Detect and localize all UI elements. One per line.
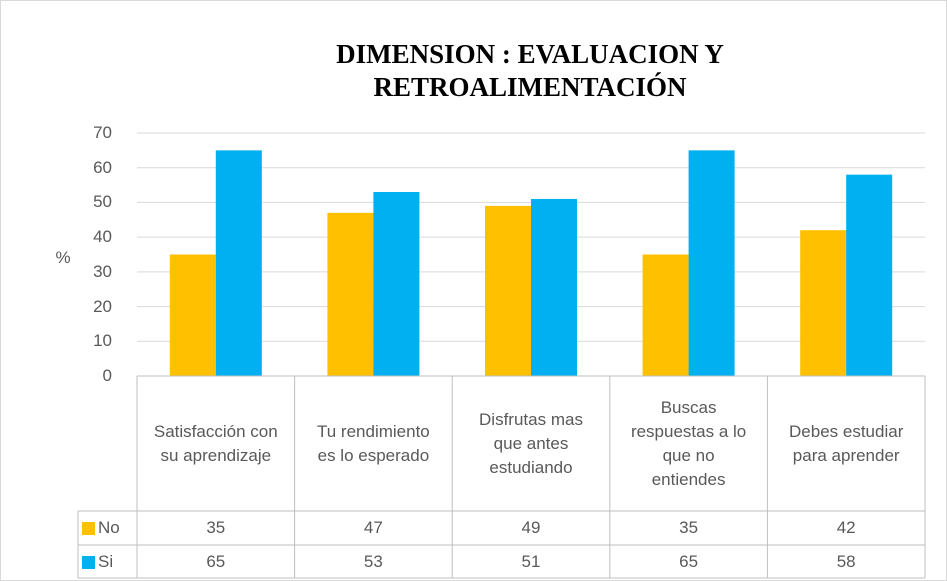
- table-value: 47: [363, 518, 383, 537]
- table-value: 51: [521, 552, 541, 571]
- bar: [169, 254, 216, 376]
- bar: [800, 230, 847, 376]
- y-tick-label: 50: [93, 192, 112, 212]
- table-value: 35: [679, 518, 699, 537]
- legend-label: Si: [98, 552, 114, 571]
- table-value: 58: [836, 552, 856, 571]
- table-value: 35: [206, 518, 226, 537]
- chart-title: DIMENSION : EVALUACION Y RETROALIMENTACI…: [336, 39, 724, 102]
- y-tick-label: 30: [93, 261, 112, 281]
- bar: [531, 198, 577, 376]
- x-tick-label: Disfrutas mas que antes estudiando: [479, 409, 583, 477]
- bar: [688, 150, 735, 376]
- legend-swatch: [82, 522, 95, 535]
- table-value: 42: [836, 518, 856, 537]
- y-tick-label: 20: [93, 296, 112, 316]
- bar: [373, 192, 420, 376]
- x-tick-label: Satisfacción con su aprendizaje: [153, 421, 278, 465]
- bar: [846, 174, 893, 376]
- x-tick-label: Buscas respuestas a lo que no entiendes: [630, 397, 747, 489]
- legend-swatch: [82, 556, 95, 569]
- y-tick-label: 60: [93, 157, 112, 177]
- y-tick-label: 0: [102, 366, 112, 385]
- bar: [642, 254, 689, 376]
- table-value: 53: [363, 552, 383, 571]
- y-axis-label: %: [55, 248, 71, 267]
- legend-label: No: [98, 518, 120, 537]
- bar: [485, 205, 531, 376]
- table-value: 65: [679, 552, 699, 571]
- y-tick-label: 70: [93, 123, 112, 142]
- table-value: 65: [206, 552, 226, 571]
- x-tick-label: Debes estudiar para aprender: [789, 421, 904, 465]
- bar: [327, 212, 374, 376]
- y-tick-label: 40: [93, 227, 112, 247]
- y-tick-label: 10: [93, 331, 112, 351]
- table-value: 49: [521, 518, 541, 537]
- bar: [215, 150, 262, 376]
- x-tick-label: Tu rendimiento es lo esperado: [317, 421, 430, 465]
